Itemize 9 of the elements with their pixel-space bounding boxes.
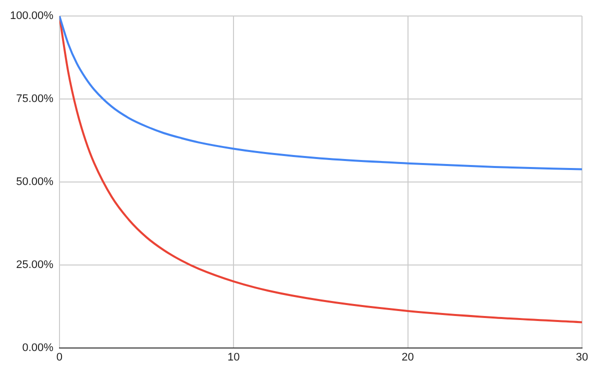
x-tick-label: 20 [402, 351, 414, 364]
y-tick-label: 25.00% [16, 258, 54, 271]
y-tick-label: 50.00% [16, 176, 54, 188]
x-tick-label: 10 [227, 351, 240, 364]
x-tick-label: 30 [576, 351, 588, 364]
y-tick-label: 0.00% [22, 342, 54, 354]
y-tick-label: 100.00% [10, 10, 54, 22]
y-tick-label: 75.00% [16, 92, 54, 105]
x-tick-label: 0 [56, 351, 62, 364]
